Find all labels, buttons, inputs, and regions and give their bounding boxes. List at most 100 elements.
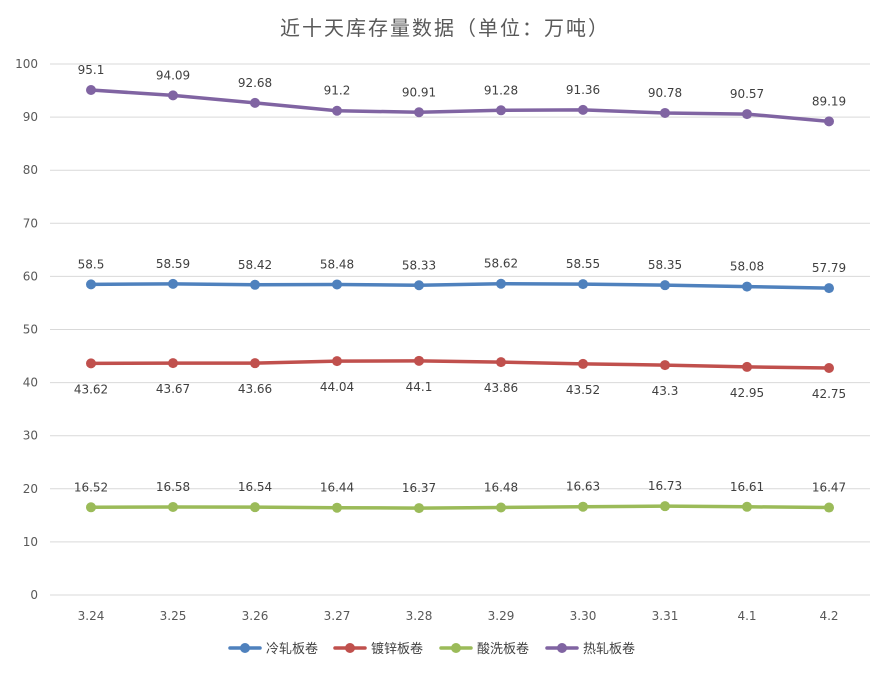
y-tick-label: 70: [23, 216, 38, 230]
series-line: [89, 504, 831, 510]
gridlines: [50, 63, 870, 596]
series-line: [89, 359, 831, 370]
data-label: 43.3: [652, 384, 679, 398]
legend-label: 冷轧板卷: [266, 641, 318, 657]
legend-item[interactable]: 酸洗板卷: [439, 641, 529, 657]
data-label: 43.86: [484, 381, 518, 395]
data-point: [578, 279, 588, 290]
data-label: 58.55: [566, 257, 600, 271]
data-label: 16.61: [730, 480, 764, 494]
data-point: [414, 503, 424, 514]
data-label: 58.5: [78, 257, 105, 271]
legend-item[interactable]: 热轧板卷: [545, 641, 635, 657]
series-line: [89, 281, 831, 290]
legend-item[interactable]: 镀锌板卷: [333, 641, 423, 657]
data-point: [332, 279, 342, 290]
data-label: 44.1: [406, 380, 433, 394]
x-tick-label: 3.29: [488, 609, 515, 623]
series-1: [86, 355, 834, 373]
y-tick-label: 20: [23, 482, 38, 496]
data-label: 16.48: [484, 480, 518, 494]
y-tick-label: 40: [23, 376, 38, 390]
data-point: [86, 502, 96, 513]
y-axis: 0 10 20 30 40 50 60 70 80 90 100: [15, 57, 38, 602]
data-point: [578, 104, 588, 115]
series-group: [86, 85, 834, 514]
x-tick-label: 3.27: [324, 609, 351, 623]
data-point: [496, 105, 506, 116]
data-point: [578, 501, 588, 512]
data-label: 16.44: [320, 481, 354, 495]
data-label: 58.48: [320, 257, 354, 271]
data-point: [578, 358, 588, 369]
data-label: 16.37: [402, 481, 436, 495]
y-tick-label: 50: [23, 323, 38, 337]
data-point: [414, 355, 424, 366]
x-tick-label: 3.30: [570, 609, 597, 623]
x-tick-label: 4.2: [819, 609, 838, 623]
y-tick-label: 80: [23, 163, 38, 177]
x-tick-label: 3.28: [406, 609, 433, 623]
data-label: 42.95: [730, 386, 764, 400]
data-label: 44.04: [320, 380, 354, 394]
legend-label: 酸洗板卷: [477, 641, 529, 657]
y-tick-label: 30: [23, 429, 38, 443]
x-tick-label: 3.24: [78, 609, 105, 623]
data-label: 16.52: [74, 480, 108, 494]
x-axis: 3.24 3.25 3.26 3.27 3.28 3.29 3.30 3.31 4.1 4.2: [78, 609, 839, 623]
chart-title: 近十天库存量数据（单位：万吨）: [280, 16, 610, 40]
data-point: [332, 356, 342, 367]
y-tick-label: 90: [23, 110, 38, 124]
data-label: 16.54: [238, 480, 272, 494]
data-point: [824, 362, 834, 373]
data-point: [86, 358, 96, 369]
legend-swatch-marker: [345, 643, 355, 653]
data-point: [824, 502, 834, 513]
legend-label: 热轧板卷: [583, 641, 635, 657]
data-point: [742, 361, 752, 372]
data-label: 43.67: [156, 382, 190, 396]
data-point: [168, 501, 178, 512]
data-label: 95.1: [78, 63, 105, 77]
data-point: [660, 501, 670, 512]
data-label: 16.63: [566, 480, 600, 494]
legend-item[interactable]: 冷轧板卷: [228, 641, 318, 657]
data-labels: 58.5 58.59 58.42 58.48 58.33 58.62 58.55 58.35 5…: [74, 63, 846, 495]
legend-swatch-marker: [451, 643, 461, 653]
data-label: 90.57: [730, 87, 764, 101]
data-label: 16.47: [812, 481, 846, 495]
y-tick-label: 10: [23, 535, 38, 549]
data-point: [250, 279, 260, 290]
data-label: 94.09: [156, 68, 190, 82]
data-label: 58.35: [648, 258, 682, 272]
data-point: [250, 358, 260, 369]
data-point: [742, 281, 752, 292]
data-label: 92.68: [238, 76, 272, 90]
data-point: [660, 360, 670, 371]
series-3: [86, 85, 834, 127]
y-tick-label: 60: [23, 269, 38, 283]
data-label: 91.2: [324, 84, 351, 98]
data-point: [168, 358, 178, 369]
data-label: 58.42: [238, 258, 272, 272]
data-label: 58.62: [484, 257, 518, 271]
data-point: [332, 105, 342, 116]
data-point: [414, 107, 424, 118]
x-tick-label: 3.26: [242, 609, 269, 623]
x-tick-label: 4.1: [737, 609, 756, 623]
data-label: 57.79: [812, 261, 846, 275]
data-point: [496, 278, 506, 289]
legend-swatch-marker: [240, 643, 250, 653]
y-tick-label: 0: [30, 588, 38, 602]
data-label: 89.19: [812, 94, 846, 108]
data-label: 16.73: [648, 479, 682, 493]
legend[interactable]: 冷轧板卷 镀锌板卷 酸洗板卷 热轧板卷: [228, 641, 635, 657]
data-label: 43.62: [74, 382, 108, 396]
data-point: [168, 278, 178, 289]
data-point: [824, 283, 834, 294]
data-point: [414, 280, 424, 291]
data-label: 43.66: [238, 382, 272, 396]
y-tick-label: 100: [15, 57, 38, 71]
